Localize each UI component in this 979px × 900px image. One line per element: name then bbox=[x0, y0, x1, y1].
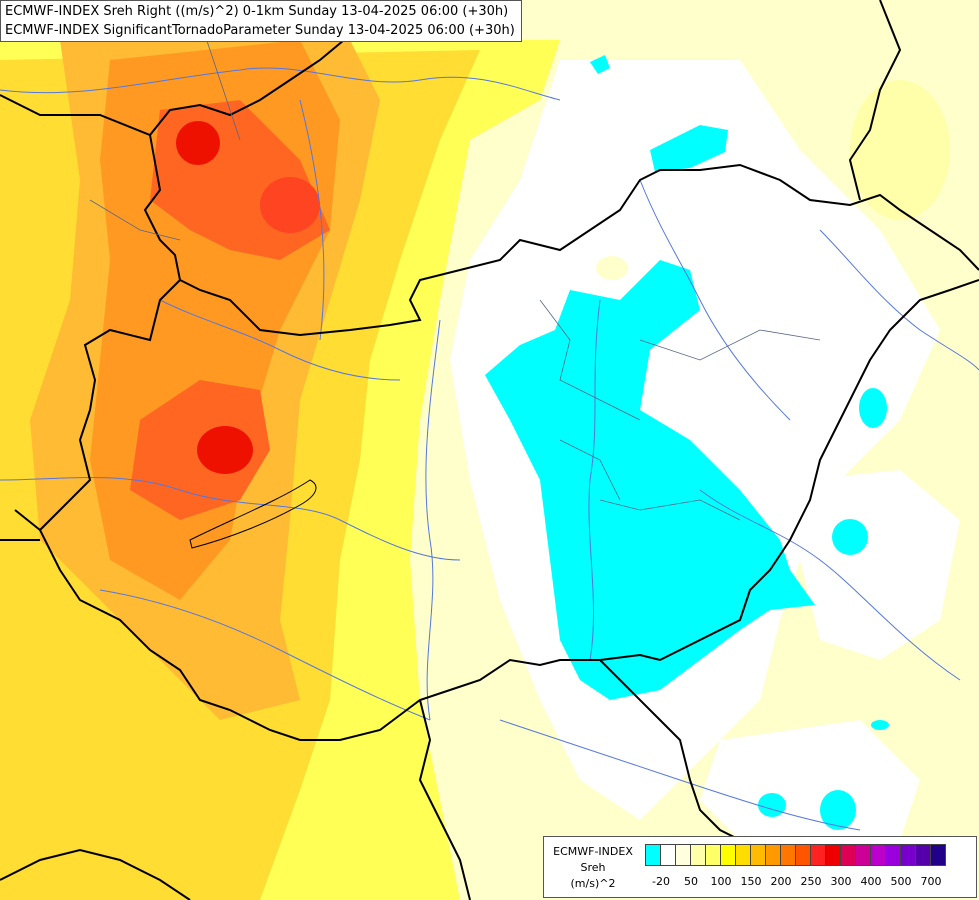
legend-swatch bbox=[840, 844, 856, 866]
sreh-pale-patch bbox=[596, 256, 628, 280]
legend-swatch bbox=[885, 844, 901, 866]
legend-label-model: ECMWF-INDEX bbox=[553, 845, 633, 858]
legend-tick-label: 250 bbox=[800, 875, 822, 888]
sreh-peak-north bbox=[176, 121, 220, 165]
legend-label-unit: (m/s)^2 bbox=[570, 877, 616, 890]
legend-swatch bbox=[915, 844, 931, 866]
legend-swatch bbox=[780, 844, 796, 866]
title-line-sreh: ECMWF-INDEX Sreh Right ((m/s)^2) 0-1km S… bbox=[5, 4, 509, 19]
legend-swatch bbox=[645, 844, 661, 866]
legend-swatch bbox=[675, 844, 691, 866]
color-legend: ECMWF-INDEX Sreh (m/s)^2 -20 50 100 150 200 2… bbox=[543, 836, 977, 898]
legend-tick-label: 400 bbox=[860, 875, 882, 888]
sreh-zone-cyan-north bbox=[650, 125, 728, 172]
legend-swatch bbox=[900, 844, 916, 866]
legend-tick-label: 300 bbox=[830, 875, 852, 888]
legend-swatch bbox=[825, 844, 841, 866]
lake-outline bbox=[189, 479, 317, 549]
legend-swatch bbox=[720, 844, 736, 866]
sreh-zone-white-east bbox=[800, 470, 960, 660]
legend-swatch bbox=[810, 844, 826, 866]
legend-tick-label: -20 bbox=[652, 875, 670, 888]
sreh-cyan-patch bbox=[859, 388, 887, 428]
sreh-cyan-patch bbox=[590, 55, 610, 74]
sreh-cyan-patch bbox=[832, 519, 868, 555]
sreh-pale-patch bbox=[850, 80, 950, 220]
legend-tick-label: 700 bbox=[920, 875, 942, 888]
sreh-core-north bbox=[260, 177, 320, 233]
map-title-box: ECMWF-INDEX Sreh Right ((m/s)^2) 0-1km S… bbox=[0, 0, 522, 42]
legend-swatch bbox=[930, 844, 946, 866]
legend-tick-label: 100 bbox=[710, 875, 732, 888]
sreh-cyan-patch bbox=[820, 790, 856, 830]
title-line-stp: ECMWF-INDEX SignificantTornadoParameter … bbox=[5, 23, 515, 38]
legend-tick-label: 500 bbox=[890, 875, 912, 888]
rivers bbox=[0, 67, 979, 831]
legend-swatch bbox=[735, 844, 751, 866]
legend-label-variable: Sreh bbox=[580, 861, 606, 874]
sreh-cyan-patch bbox=[871, 720, 889, 730]
sreh-cyan-patch bbox=[758, 793, 786, 817]
sreh-zone-cyan bbox=[485, 260, 815, 700]
legend-ticks: -20 50 100 150 200 250 300 400 500 700 bbox=[646, 875, 976, 891]
legend-swatch bbox=[765, 844, 781, 866]
legend-color-bar bbox=[645, 844, 946, 866]
legend-tick-label: 50 bbox=[684, 875, 698, 888]
legend-swatch bbox=[750, 844, 766, 866]
legend-swatch bbox=[660, 844, 676, 866]
legend-tick-label: 200 bbox=[770, 875, 792, 888]
legend-swatch bbox=[795, 844, 811, 866]
legend-swatch bbox=[855, 844, 871, 866]
legend-tick-label: 150 bbox=[740, 875, 762, 888]
legend-swatch bbox=[870, 844, 886, 866]
legend-swatch bbox=[705, 844, 721, 866]
sreh-zone-white-se bbox=[700, 720, 920, 840]
sreh-peak-south bbox=[197, 426, 253, 474]
legend-swatch bbox=[690, 844, 706, 866]
